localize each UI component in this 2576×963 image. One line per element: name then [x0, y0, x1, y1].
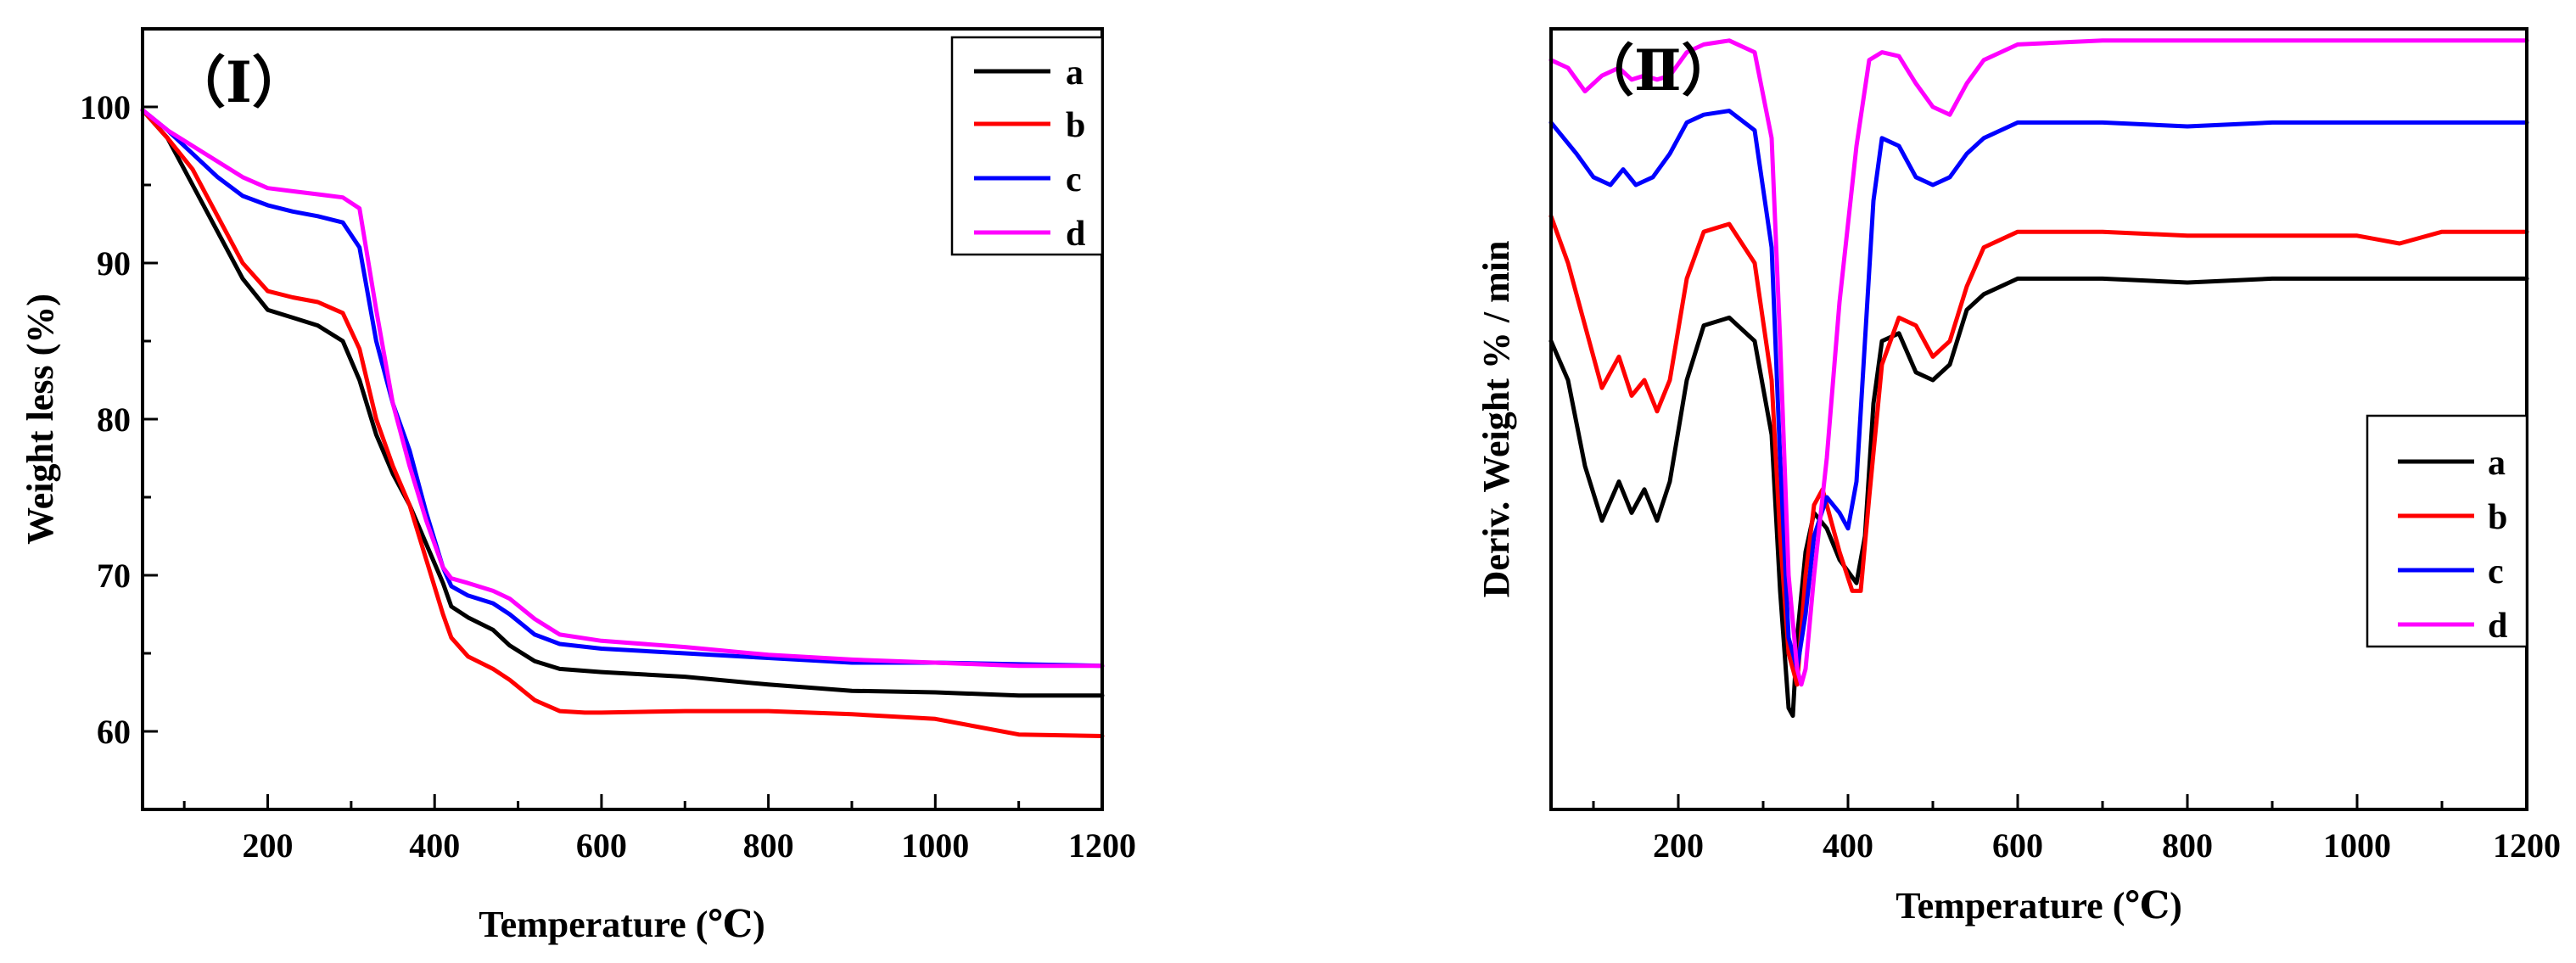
x-tick-label: 800 — [743, 826, 794, 865]
panel-2-label: （Ⅱ） — [1578, 40, 1738, 103]
panel-2-ticks: 200 400 600 800 1000 1200 — [1592, 794, 2561, 865]
panel-1-x-axis-label: Temperature (℃) — [479, 904, 764, 945]
panel-1-label: （Ⅰ） — [170, 52, 308, 115]
panel-2-series — [1548, 38, 2529, 719]
y-tick-label: 80 — [97, 400, 131, 439]
y-tick-label: 90 — [97, 244, 131, 283]
panel-2-x-axis-label: Temperature (℃) — [1896, 885, 2181, 927]
panel-1: 200 400 600 800 1000 1200 60 70 80 90 100 （Ⅰ） Temp… — [20, 27, 1136, 945]
panel-2-legend-label-c: c — [2488, 552, 2504, 591]
x-tick-label: 200 — [1653, 826, 1704, 865]
x-tick-label: 1000 — [2323, 826, 2391, 865]
x-tick-label: 1200 — [1068, 826, 1136, 865]
x-tick-label: 400 — [409, 826, 460, 865]
series-line-b — [140, 108, 1105, 738]
panel-1-y-axis-label: Weight less (%) — [20, 294, 61, 545]
series-line-d — [1548, 38, 2529, 687]
x-tick-label: 800 — [2162, 826, 2213, 865]
panel-2-legend: a b c d — [2366, 414, 2528, 648]
panel-2-legend-box — [2366, 414, 2528, 648]
x-tick-label: 200 — [243, 826, 294, 865]
panel-1-legend-label-a: a — [1066, 53, 1084, 92]
x-tick-label: 400 — [1823, 826, 1873, 865]
panel-1-legend-label-c: c — [1066, 160, 1082, 199]
x-tick-label: 600 — [1992, 826, 2043, 865]
series-line-c — [1548, 109, 2529, 671]
y-tick-label: 70 — [97, 557, 131, 595]
panel-1-series — [140, 108, 1105, 738]
panel-1-ticks: 200 400 600 800 1000 1200 60 70 80 90 100 — [80, 88, 1136, 865]
series-line-d — [140, 108, 1105, 669]
x-tick-label: 600 — [576, 826, 627, 865]
panel-1-legend-box — [950, 36, 1104, 256]
panel-1-legend: a b c d — [950, 36, 1104, 256]
panel-2-legend-label-b: b — [2488, 498, 2507, 537]
panel-2: 200 400 600 800 1000 1200 （Ⅱ） Temperature (℃)… — [1476, 27, 2561, 927]
panel-1-frame — [141, 27, 1104, 811]
y-tick-label: 60 — [97, 713, 131, 751]
series-line-a — [140, 108, 1105, 698]
panel-2-legend-label-d: d — [2488, 607, 2507, 646]
panel-1-legend-label-b: b — [1066, 106, 1085, 145]
panel-2-legend-label-a: a — [2488, 444, 2506, 483]
panel-2-y-axis-label: Deriv. Weight % / min — [1476, 241, 1517, 598]
y-tick-label: 100 — [80, 88, 131, 126]
x-tick-label: 1000 — [901, 826, 969, 865]
x-tick-label: 1200 — [2493, 826, 2561, 865]
panel-1-legend-label-d: d — [1066, 215, 1085, 254]
